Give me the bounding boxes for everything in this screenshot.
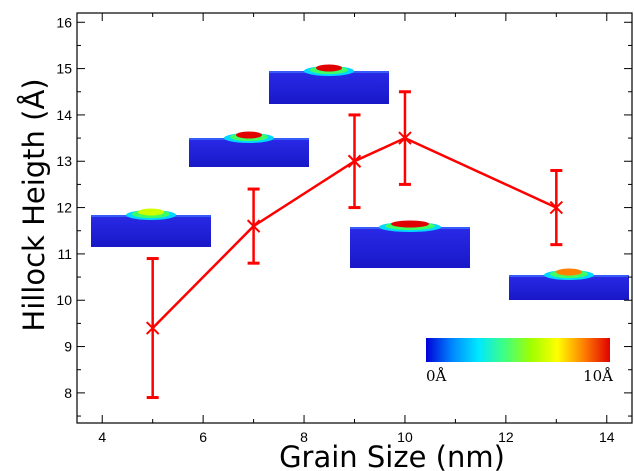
y-tick-label: 16 — [56, 14, 72, 30]
x-tick-label: 4 — [98, 429, 106, 445]
y-tick-label: 9 — [64, 339, 72, 355]
data-point — [398, 131, 412, 145]
x-tick-label: 12 — [498, 429, 514, 445]
y-axis-title: Hillock Heigth (Å) — [17, 78, 51, 331]
x-tick-label: 8 — [300, 429, 308, 445]
y-tick-label: 10 — [56, 292, 72, 308]
x-tick-label: 6 — [199, 429, 207, 445]
y-tick-labels: 8 9 10 11 12 13 14 15 16 — [56, 14, 72, 401]
inset-grain-8nm — [269, 64, 389, 104]
y-tick-label: 14 — [56, 107, 72, 123]
colorbar-min-label: 0Å — [426, 367, 447, 385]
y-tick-label: 15 — [56, 61, 72, 77]
data-point — [246, 219, 261, 233]
inset-images — [91, 64, 629, 300]
x-tick-labels: 4 6 8 10 12 14 — [98, 429, 614, 445]
colorbar — [426, 338, 610, 362]
colorbar-max-label: 10Å — [583, 367, 613, 385]
inset-grain-6nm — [189, 131, 309, 167]
data-point — [145, 321, 160, 335]
x-axis-title: Grain Size (nm) — [279, 440, 505, 471]
y-tick-label: 11 — [57, 246, 72, 262]
inset-grain-14nm — [509, 268, 629, 300]
data-point — [347, 154, 362, 168]
axis-ticks — [77, 13, 632, 423]
inset-grain-4nm — [91, 208, 211, 247]
x-tick-label: 14 — [599, 429, 615, 445]
y-tick-label: 13 — [56, 153, 72, 169]
data-point — [549, 200, 564, 215]
series-layer — [145, 90, 564, 400]
y-tick-label: 8 — [64, 385, 72, 401]
y-tick-label: 12 — [56, 200, 72, 216]
inset-grain-10nm — [350, 220, 470, 268]
x-tick-label: 10 — [397, 429, 413, 445]
